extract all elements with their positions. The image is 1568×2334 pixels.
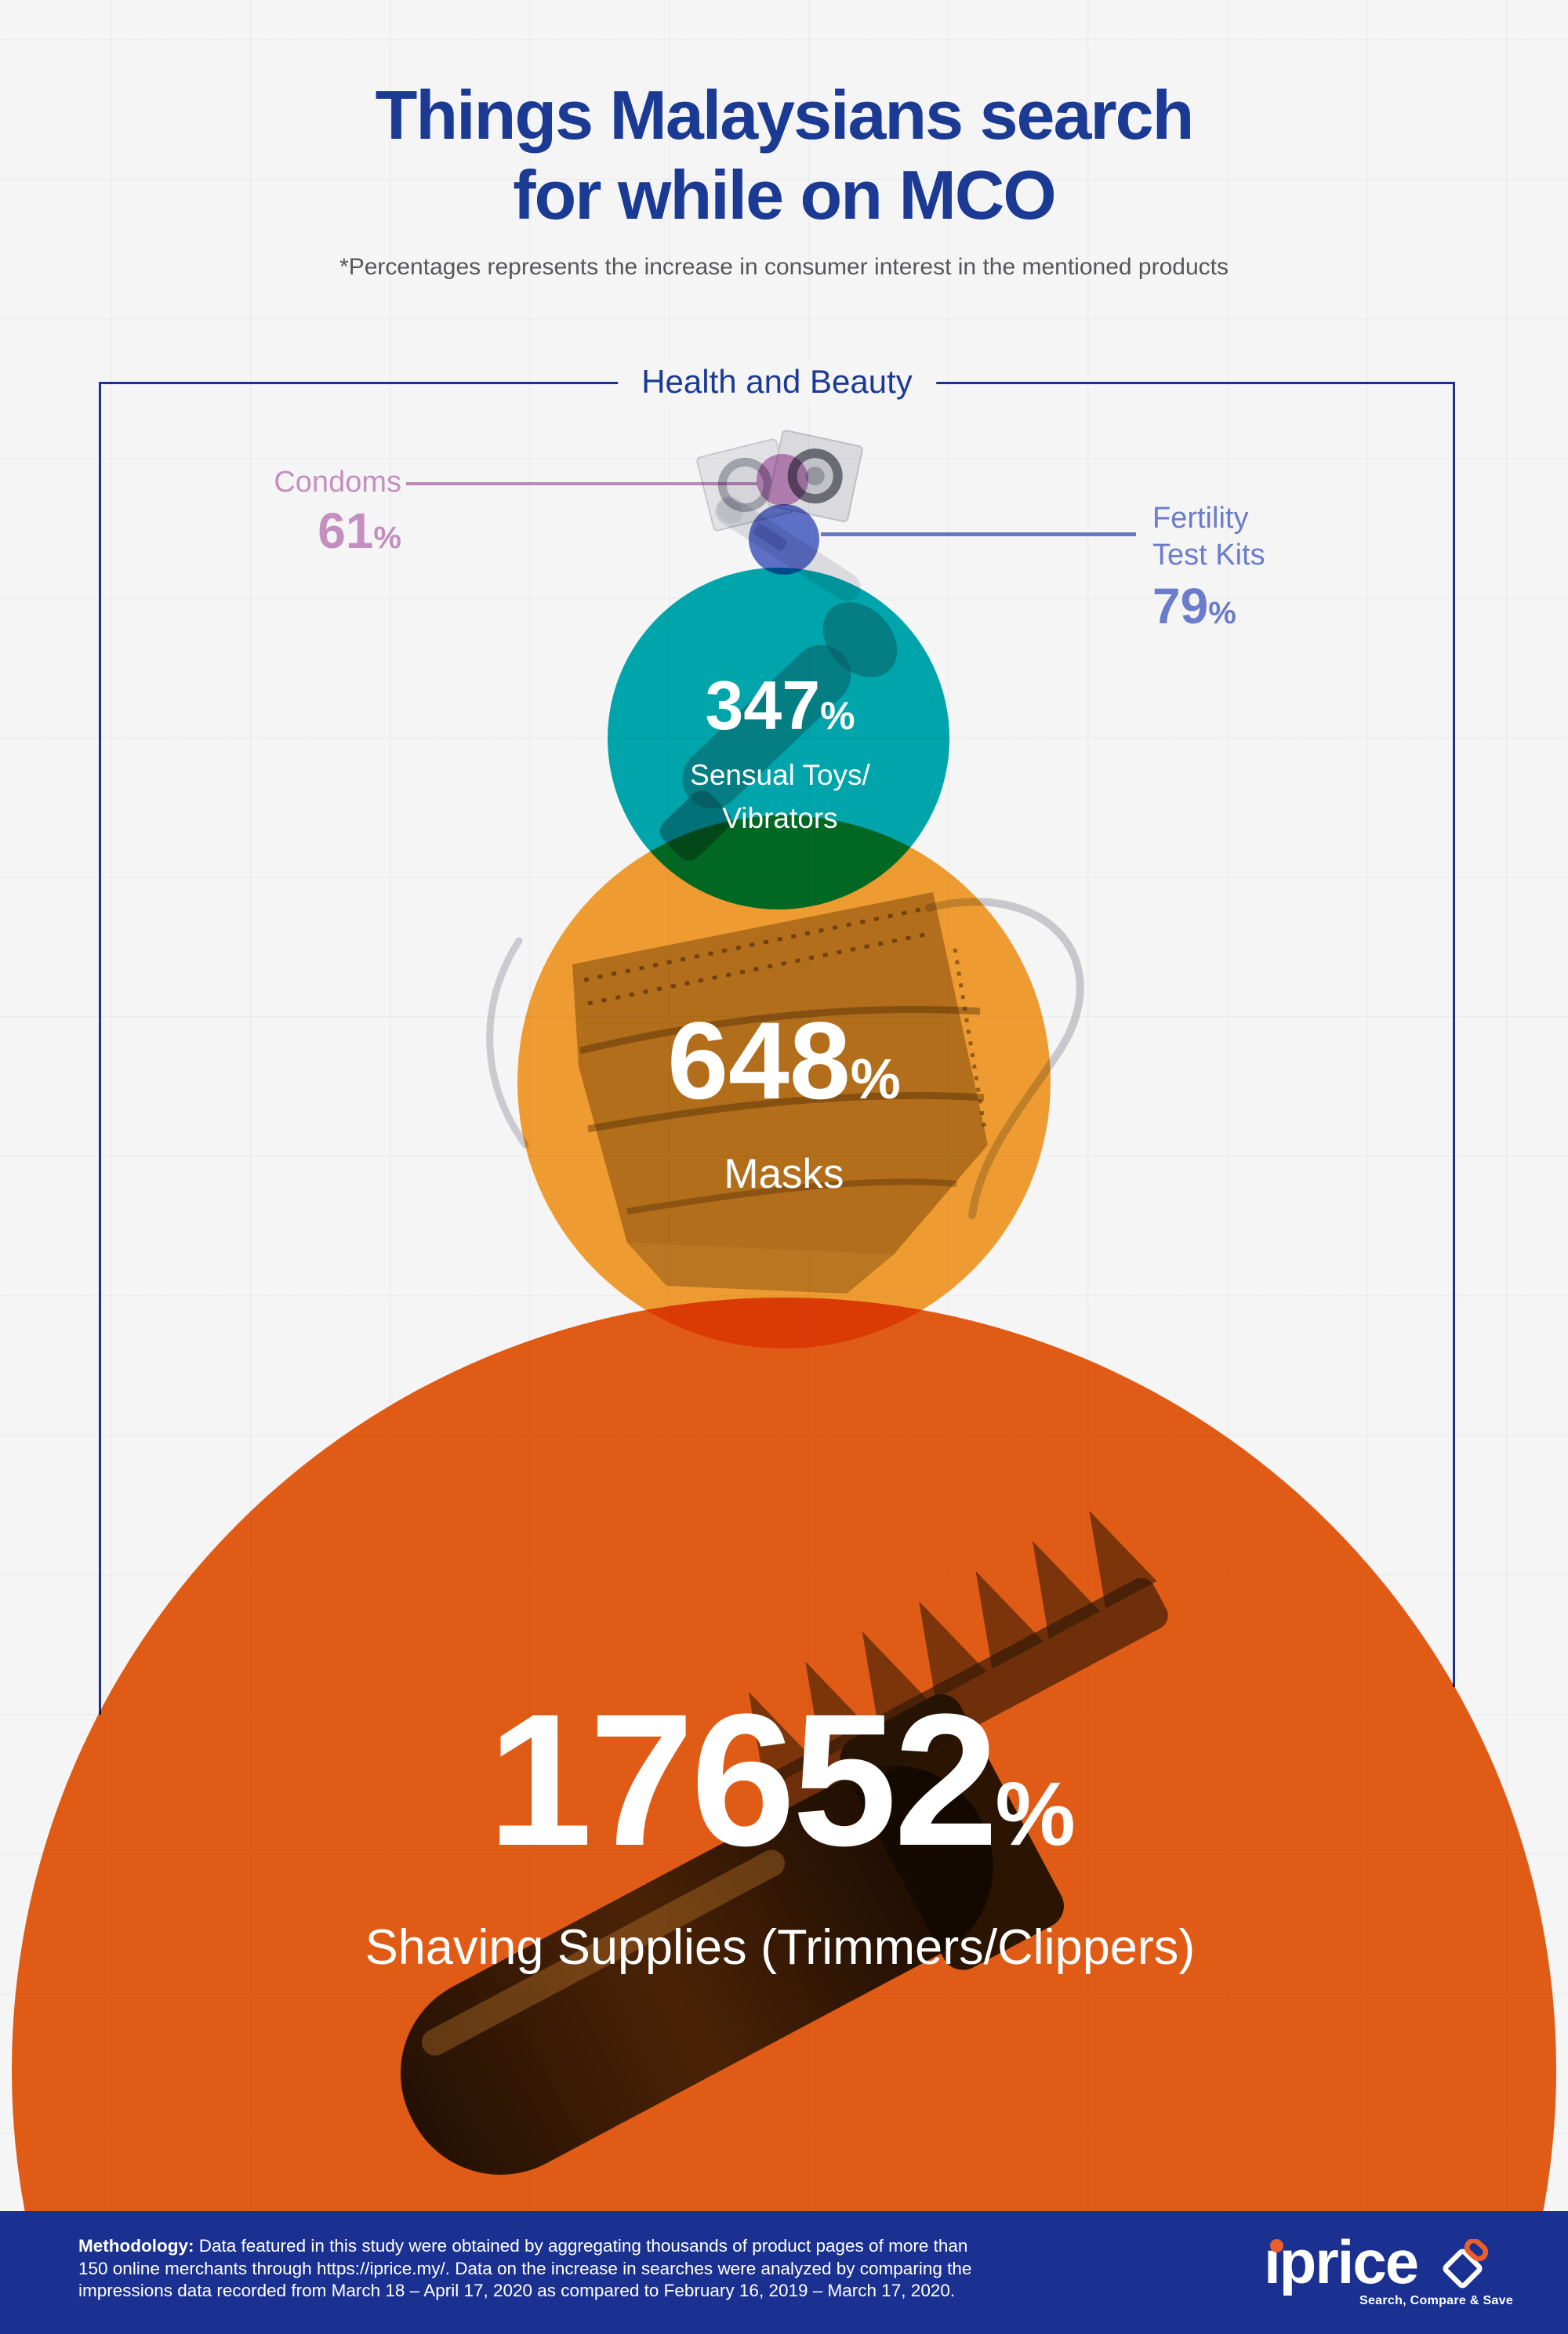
methodology-label: Methodology: — [78, 2236, 194, 2256]
methodology-line-2: 150 online merchants through https://ipr… — [78, 2258, 972, 2278]
methodology-line-3: impressions data recorded from March 18 … — [78, 2281, 956, 2300]
shopping-bag-icon — [1443, 2239, 1489, 2289]
section-title: Health and Beauty — [618, 361, 936, 402]
methodology-line-1-text: Data featured in this study were obtaine… — [194, 2236, 968, 2256]
page-title-line-2: for while on MCO — [513, 156, 1057, 234]
methodology-text: Methodology: Data featured in this study… — [78, 2235, 1019, 2303]
methodology-line-1: Methodology: Data featured in this study… — [78, 2235, 1019, 2258]
fertility-callout-line — [821, 532, 1136, 536]
iprice-logo-wordmark: ıprice — [1264, 2227, 1419, 2296]
logo-tagline: Search, Compare & Save — [1359, 2294, 1514, 2307]
footer: Methodology: Data featured in this study… — [0, 2211, 1568, 2334]
page-subtitle: *Percentages represents the increase in … — [339, 254, 1229, 280]
condoms-highlight-circle — [757, 454, 808, 506]
hair-clipper-icon — [401, 1510, 1168, 2175]
section-border-right — [1453, 382, 1455, 1687]
logo-i-dot-icon — [1270, 2239, 1283, 2252]
mask-earloops-icon — [486, 898, 1084, 1219]
condoms-callout-line — [406, 482, 757, 485]
page-title-line-1: Things Malaysians search — [375, 76, 1195, 154]
fertility-highlight-circle — [749, 504, 819, 575]
header: Things Malaysians search for while on MC… — [0, 75, 1568, 281]
face-mask-icon — [572, 892, 988, 1294]
section-border-left — [99, 382, 101, 1715]
masks-bubble — [517, 815, 1051, 1348]
